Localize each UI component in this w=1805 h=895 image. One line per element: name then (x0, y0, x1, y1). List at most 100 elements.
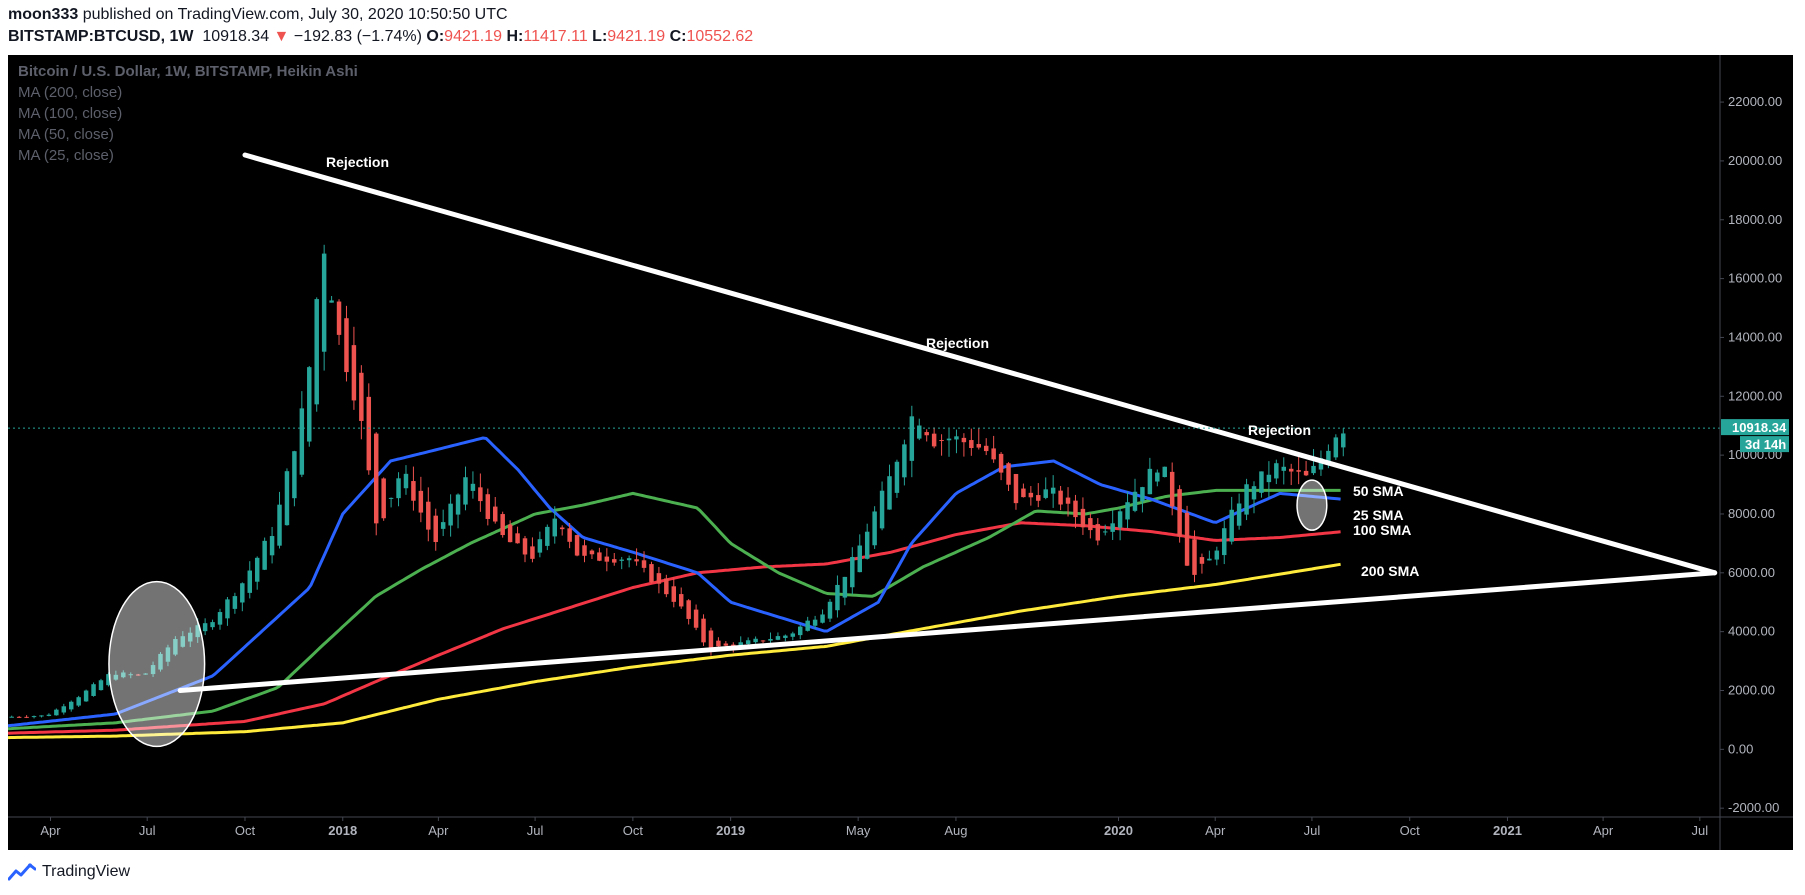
candle-body (872, 511, 877, 546)
candle-body (455, 494, 461, 515)
chart-header: moon333 published on TradingView.com, Ju… (8, 6, 1798, 46)
candle-body (366, 396, 372, 471)
candle-body (887, 476, 892, 510)
candle-body (1073, 500, 1078, 518)
candle-body (597, 552, 602, 561)
candle-body (351, 345, 357, 401)
candle-body (656, 573, 662, 584)
rejection-label-2019: Rejection (926, 335, 989, 351)
x-tick-label: Aug (944, 823, 967, 838)
candle-body (530, 546, 535, 559)
candle-body (1259, 471, 1264, 493)
x-tick-label: 2021 (1493, 823, 1522, 838)
candle-body (745, 640, 751, 644)
candle-body (515, 533, 520, 544)
sma100-label: 100 SMA (1353, 522, 1411, 538)
y-tick-label: 4000.00 (1728, 624, 1775, 639)
candle-body (24, 716, 29, 718)
rejection-label-2017: Rejection (326, 154, 389, 170)
candle-body (83, 690, 89, 702)
candle-body (68, 701, 74, 710)
candle-body (649, 564, 654, 583)
candle-body (1266, 474, 1272, 483)
candle-body (314, 299, 319, 405)
y-tick-label: 22000.00 (1728, 94, 1782, 109)
candle-body (254, 557, 260, 582)
legend-ma100[interactable]: MA (100, close) (18, 105, 122, 122)
price-chart[interactable]: -2000.00 0.00 2000.00 4000.00 6000.00 8000.00… (8, 55, 1793, 850)
candle-body (552, 518, 557, 537)
legend-ma200[interactable]: MA (200, close) (18, 84, 122, 101)
candle-body (470, 483, 476, 491)
candle-body (1303, 470, 1309, 476)
candle-body (433, 515, 438, 543)
candle-body (612, 559, 617, 563)
close-value: 10552.62 (686, 28, 754, 45)
legend: Bitcoin / U.S. Dollar, 1W, BITSTAMP, Hei… (18, 63, 358, 164)
candle-body (46, 714, 52, 716)
highlight-ellipse (1296, 479, 1328, 531)
candle-body (1036, 495, 1041, 501)
candle-body (240, 583, 245, 603)
candle-body (31, 716, 37, 718)
legend-ma25[interactable]: MA (25, close) (18, 147, 114, 164)
candle-body (917, 425, 922, 439)
candle-body (76, 697, 81, 706)
ohlc-line: BITSTAMP:BTCUSD, 1W 10918.34 ▼ −192.83 (… (8, 28, 753, 46)
candle-body (135, 674, 141, 676)
last-price: 10918.34 (202, 28, 270, 45)
candle-body (329, 300, 334, 303)
y-tick-label: 8000.00 (1728, 506, 1775, 521)
candle-body (336, 301, 342, 335)
candle-body (262, 540, 267, 570)
candle-body (693, 609, 699, 628)
x-tick-label: 2019 (716, 823, 745, 838)
low-value: 9421.19 (607, 28, 666, 45)
y-tick-label: 0.00 (1728, 741, 1753, 756)
time-axis[interactable]: Apr Jul Oct 2018 Apr Jul Oct 2019 May Aug 2020 Apr J… (40, 817, 1708, 838)
candle-body (894, 461, 900, 493)
trend-lines (177, 152, 1718, 693)
x-tick-label: Oct (623, 823, 644, 838)
candle-body (232, 596, 238, 609)
x-tick-label: Jul (139, 823, 156, 838)
candle-body (165, 647, 171, 662)
candle-body (493, 506, 498, 522)
footer: TradingView (8, 860, 130, 884)
candle-body (686, 600, 691, 619)
sma-lines (8, 436, 1341, 740)
candle-body (604, 556, 610, 562)
candle-body (954, 436, 959, 440)
candle-body (574, 535, 580, 556)
tradingview-logo-icon[interactable] (8, 863, 36, 881)
x-tick-label: Jul (1691, 823, 1708, 838)
candle-body (359, 372, 364, 421)
candle-body (537, 539, 543, 553)
candle-body (106, 674, 111, 686)
candle-body (247, 570, 252, 593)
candle-body (1125, 502, 1130, 520)
candle-body (946, 438, 952, 441)
candle-body (225, 599, 230, 619)
candle-body (634, 559, 639, 562)
candle-body (760, 640, 766, 642)
candle-body (864, 531, 870, 559)
candle-body (1251, 486, 1257, 500)
candle-body (426, 501, 431, 530)
candle-body (284, 471, 290, 526)
candle-body (403, 473, 409, 489)
sma200-label: 200 SMA (1361, 563, 1419, 579)
x-tick-label: Apr (40, 823, 61, 838)
candle-body (969, 440, 974, 449)
candle-body (299, 408, 305, 475)
legend-ma50[interactable]: MA (50, close) (18, 126, 114, 143)
candle-body (991, 448, 996, 460)
candle-body (931, 433, 937, 447)
author-name[interactable]: moon333 (8, 6, 79, 23)
candle-body (626, 558, 632, 561)
candle-body (723, 643, 729, 646)
tradingview-brand[interactable]: TradingView (42, 863, 131, 880)
candle-body (545, 526, 550, 546)
candle-body (842, 576, 848, 598)
candle-body (485, 494, 491, 519)
